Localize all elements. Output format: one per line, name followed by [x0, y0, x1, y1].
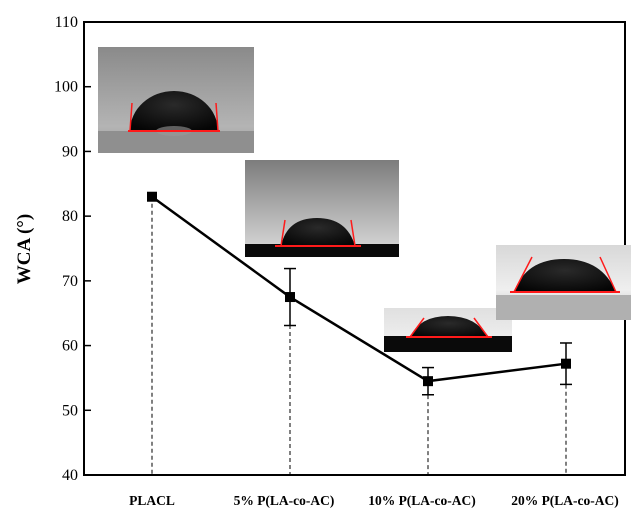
data-point: [285, 292, 295, 303]
water-droplet-photo-20pct: [496, 245, 631, 320]
y-axis: 40 50 60 70 80 90 100 110: [54, 14, 91, 484]
water-droplet-photo-5pct: [245, 160, 399, 257]
series-wca: [147, 191, 572, 396]
y-axis-title: WCA (°): [14, 214, 35, 284]
y-tick-label: 100: [54, 79, 78, 96]
y-tick-label: 70: [62, 273, 78, 290]
series-line: [151, 195, 567, 383]
y-tick-label: 80: [62, 208, 78, 225]
x-tick-label: 5% P(LA-co-AC): [234, 493, 335, 508]
y-tick-label: 40: [62, 467, 78, 484]
x-tick-label: 10% P(LA-co-AC): [368, 493, 476, 508]
drop-lines: [151, 196, 567, 475]
data-point: [147, 191, 157, 202]
y-tick-label: 50: [62, 402, 78, 419]
y-tick-label: 90: [62, 143, 78, 160]
water-droplet-photo-10pct: [384, 308, 512, 352]
water-droplet-photo-placl: [98, 47, 254, 153]
y-tick-label: 110: [55, 14, 78, 31]
x-tick-label: PLACL: [129, 493, 175, 508]
data-point: [561, 358, 571, 369]
x-tick-label: 20% P(LA-co-AC): [511, 493, 619, 508]
y-tick-label: 60: [62, 338, 78, 355]
x-axis-labels: PLACL 5% P(LA-co-AC) 10% P(LA-co-AC) 20% P(…: [129, 493, 619, 508]
data-point: [423, 376, 433, 387]
